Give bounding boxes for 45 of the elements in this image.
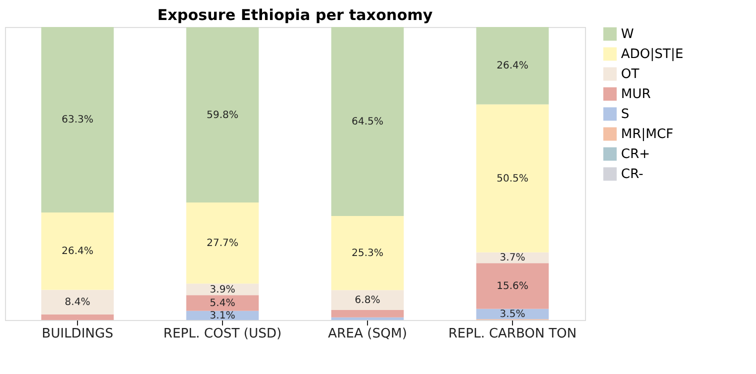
bar [331,290,404,310]
x-tick-label: REPL. CARBON TON [448,326,577,342]
data-label: 8.4% [64,297,90,308]
legend-label: S [621,107,630,122]
data-label: 5.4% [210,298,236,310]
bar [41,290,114,314]
legend-label: OT [621,67,640,82]
data-label: 3.5% [500,308,526,320]
data-label: 6.8% [354,295,380,306]
legend-label: CR+ [621,147,650,162]
data-label: 26.4% [496,60,528,72]
bar [331,317,404,320]
bar [186,284,259,296]
bar [331,216,404,290]
bar [476,27,549,104]
legend-label: MUR [621,87,651,102]
bar [186,202,259,284]
x-tick-label: BUILDINGS [42,326,114,342]
data-label: 59.8% [206,110,238,121]
legend-label: ADO|ST|E [621,47,684,62]
data-label: 15.6% [496,281,528,292]
bar [186,27,259,203]
bar [41,212,114,290]
bar [331,310,404,318]
data-label: 63.3% [62,114,94,126]
data-label: 64.5% [352,116,384,128]
data-label: 50.5% [496,173,528,184]
legend-label: W [621,27,634,42]
bar [41,314,114,320]
legend-label: CR- [621,167,644,182]
chart-title: Exposure Ethiopia per taxonomy [157,6,433,24]
bar [41,27,114,212]
bar [186,295,259,311]
x-tick-label: AREA (SQM) [328,326,408,342]
data-label: 25.3% [352,248,384,260]
data-label: 3.9% [210,284,236,296]
bar [476,263,549,309]
x-tick-label: REPL. COST (USD) [163,326,282,342]
legend-label: MR|MCF [621,127,674,142]
data-label: 26.4% [62,246,94,258]
bar [476,104,549,252]
bar [331,27,404,216]
data-label: 27.7% [206,238,238,250]
data-label: 3.1% [210,310,236,322]
data-label: 3.7% [500,252,526,264]
